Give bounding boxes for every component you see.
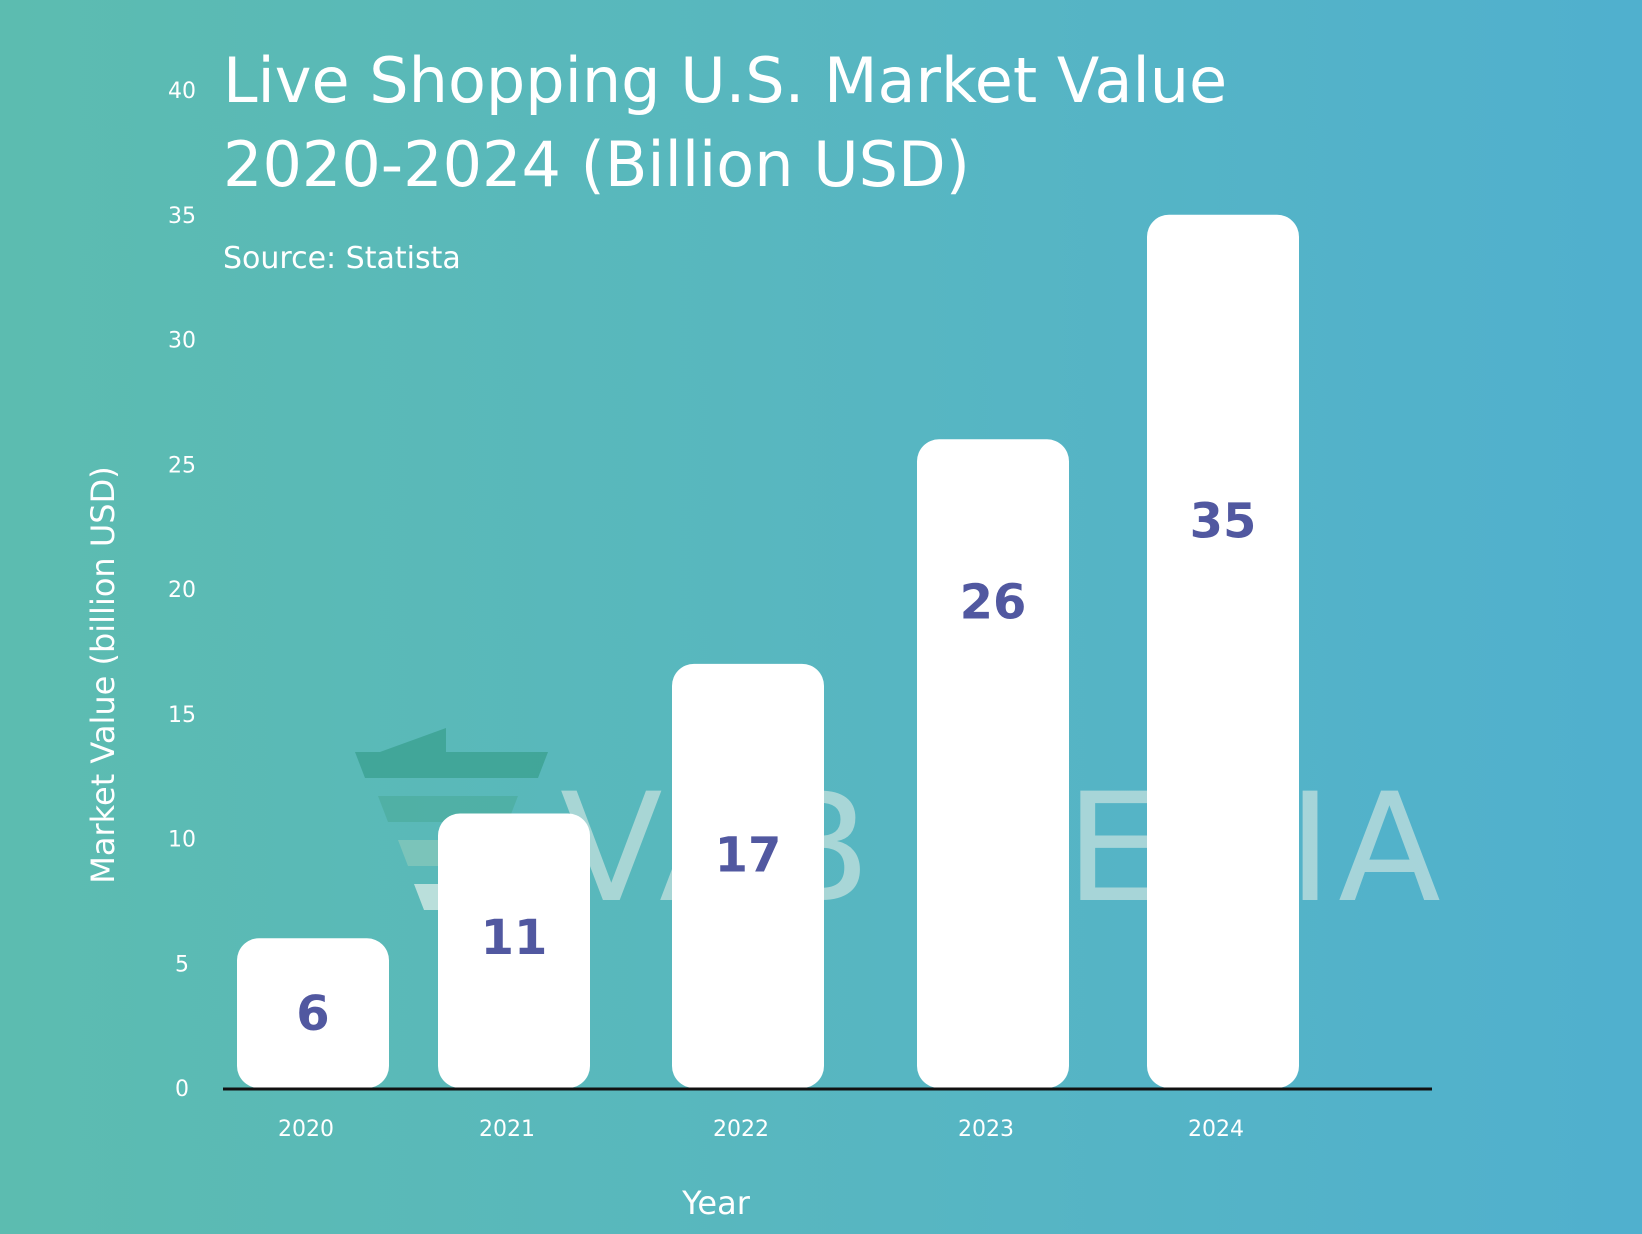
data-label-2023: 26 [960,574,1027,630]
chart-title-line-1: Live Shopping U.S. Market Value [223,44,1227,117]
data-labels-group: 6 11 17 26 35 [296,493,1256,1042]
data-label-2024: 35 [1190,493,1257,549]
y-tick-label: 40 [168,79,196,104]
x-tick-label: 2021 [479,1117,535,1142]
bar-2020 [237,938,389,1088]
bar-2022 [672,663,824,1088]
bar-2021 [438,813,590,1088]
y-tick-label: 35 [168,204,196,229]
chart-title-line-2: 2020-2024 (Billion USD) [223,128,970,201]
x-axis-ticks: 2020 2021 2022 2023 2024 [278,1117,1244,1142]
y-tick-label: 10 [168,828,196,853]
y-axis-ticks: 0 5 10 15 20 25 30 35 40 [168,79,196,1102]
bar-2023 [917,439,1069,1088]
x-tick-label: 2024 [1188,1117,1244,1142]
data-label-2021: 11 [481,910,548,966]
y-tick-label: 20 [168,578,196,603]
x-tick-label: 2022 [713,1117,769,1142]
y-tick-label: 15 [168,703,196,728]
bar-2024 [1147,214,1299,1088]
y-tick-label: 30 [168,329,196,354]
data-label-2020: 6 [296,986,329,1042]
y-tick-label: 0 [175,1077,189,1102]
y-tick-label: 25 [168,453,196,478]
x-tick-label: 2023 [958,1117,1014,1142]
y-tick-label: 5 [175,952,189,977]
x-tick-label: 2020 [278,1117,334,1142]
x-axis-title: Year [681,1184,751,1222]
data-label-2022: 17 [715,828,782,884]
bars-group [237,214,1299,1088]
y-axis-title: Market Value (billion USD) [84,466,122,883]
chart-subtitle: Source: Statista [223,241,461,276]
